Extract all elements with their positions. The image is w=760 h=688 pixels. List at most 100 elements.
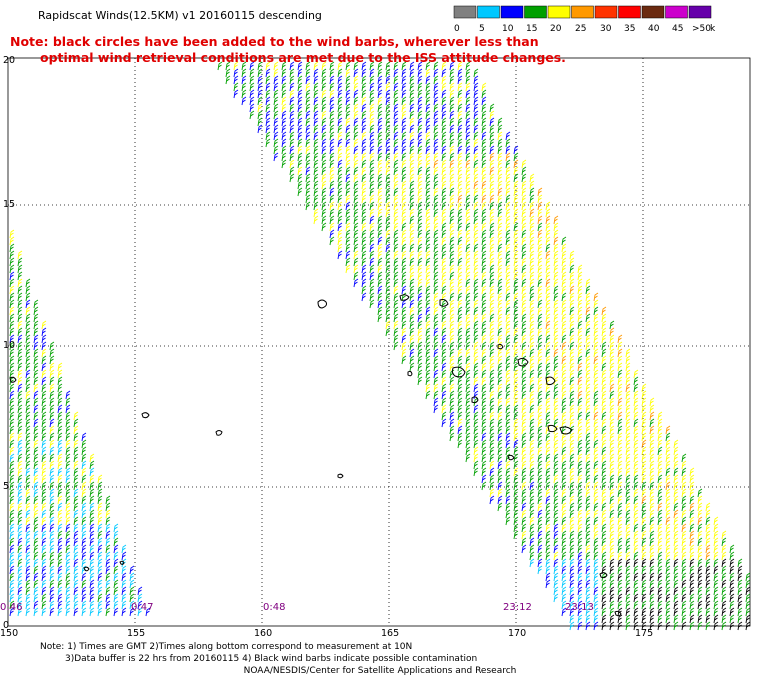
wind-barb (401, 194, 407, 204)
wind-barb (25, 446, 31, 456)
wind-barb (529, 285, 535, 295)
wind-barb (545, 544, 551, 554)
wind-barb (401, 327, 407, 337)
wind-barb (617, 530, 623, 540)
wind-barb (497, 432, 503, 442)
wind-barb (473, 173, 479, 183)
wind-barb (329, 103, 335, 113)
wind-barb (489, 376, 495, 386)
wind-barb (9, 544, 15, 554)
wind-barb (401, 96, 407, 106)
wind-barb (665, 453, 671, 463)
wind-barb (633, 411, 639, 421)
wind-barb (545, 264, 551, 274)
wind-barb (433, 201, 439, 211)
wind-barb (321, 194, 327, 204)
wind-barb (9, 579, 15, 589)
wind-barb (665, 432, 671, 442)
wind-barb (641, 446, 647, 456)
wind-barb (505, 131, 511, 141)
wind-barb (633, 453, 639, 463)
wind-barb (441, 418, 447, 428)
wind-barb (425, 96, 431, 106)
wind-barb (441, 376, 447, 386)
wind-barb (25, 334, 31, 344)
wind-barb (329, 159, 335, 169)
wind-barb (561, 299, 567, 309)
wind-barb (521, 523, 527, 533)
wind-barb (57, 572, 63, 582)
wind-barb (9, 236, 15, 246)
wind-barb (417, 131, 423, 141)
wind-barb (689, 544, 695, 554)
wind-barb (57, 523, 63, 533)
wind-barb (377, 306, 383, 316)
wind-barb (425, 341, 431, 351)
wind-barb (25, 306, 31, 316)
wind-barb (49, 586, 55, 596)
wind-barb (505, 215, 511, 225)
wind-barb (457, 103, 463, 113)
wind-barb (41, 327, 47, 337)
wind-barb (593, 579, 599, 589)
wind-barb (81, 502, 87, 512)
wind-barb (401, 243, 407, 253)
wind-barb (473, 138, 479, 148)
wind-barb (297, 75, 303, 85)
wind-barb (561, 313, 567, 323)
wind-barb (473, 453, 479, 463)
wind-barb (57, 558, 63, 568)
wind-barb (377, 75, 383, 85)
wind-barb (689, 474, 695, 484)
wind-barb (537, 334, 543, 344)
wind-barb (417, 250, 423, 260)
cb-label-10: 10 (502, 24, 514, 34)
wind-barb (489, 103, 495, 113)
wind-barb (473, 194, 479, 204)
wind-barb (625, 418, 631, 428)
wind-barb (449, 390, 455, 400)
wind-barb (529, 439, 535, 449)
wind-barb (425, 124, 431, 134)
wind-barb (41, 544, 47, 554)
wind-barb (497, 117, 503, 127)
wind-barb (737, 565, 743, 575)
wind-barb (49, 488, 55, 498)
wind-barb (497, 481, 503, 491)
wind-barb (681, 481, 687, 491)
wind-barb (705, 523, 711, 533)
wind-barb (569, 565, 575, 575)
wind-barb (529, 243, 535, 253)
wind-barb (473, 285, 479, 295)
wind-barb (697, 530, 703, 540)
wind-barb (617, 390, 623, 400)
wind-barb (305, 131, 311, 141)
wind-barb (289, 96, 295, 106)
wind-barb (457, 180, 463, 190)
wind-barb (33, 439, 39, 449)
cb-label-15: 15 (526, 24, 537, 34)
wind-barb (9, 341, 15, 351)
wind-barb (601, 348, 607, 358)
wind-barb (617, 474, 623, 484)
wind-barb (681, 579, 687, 589)
wind-barb (73, 558, 79, 568)
wind-barb (465, 124, 471, 134)
wind-barb (529, 341, 535, 351)
wind-barb (625, 502, 631, 512)
wind-barb (401, 306, 407, 316)
island-outline (119, 560, 125, 565)
wind-barb (129, 572, 135, 582)
wind-barb (585, 586, 591, 596)
wind-barb (673, 495, 679, 505)
wind-barb (473, 348, 479, 358)
wind-barb (361, 103, 367, 113)
wind-barb (473, 383, 479, 393)
wind-barb (465, 89, 471, 99)
wind-barb (593, 404, 599, 414)
wind-barb (577, 488, 583, 498)
wind-barb (521, 411, 527, 421)
wind-barb (49, 383, 55, 393)
wind-barb (601, 355, 607, 365)
wind-barb (9, 446, 15, 456)
